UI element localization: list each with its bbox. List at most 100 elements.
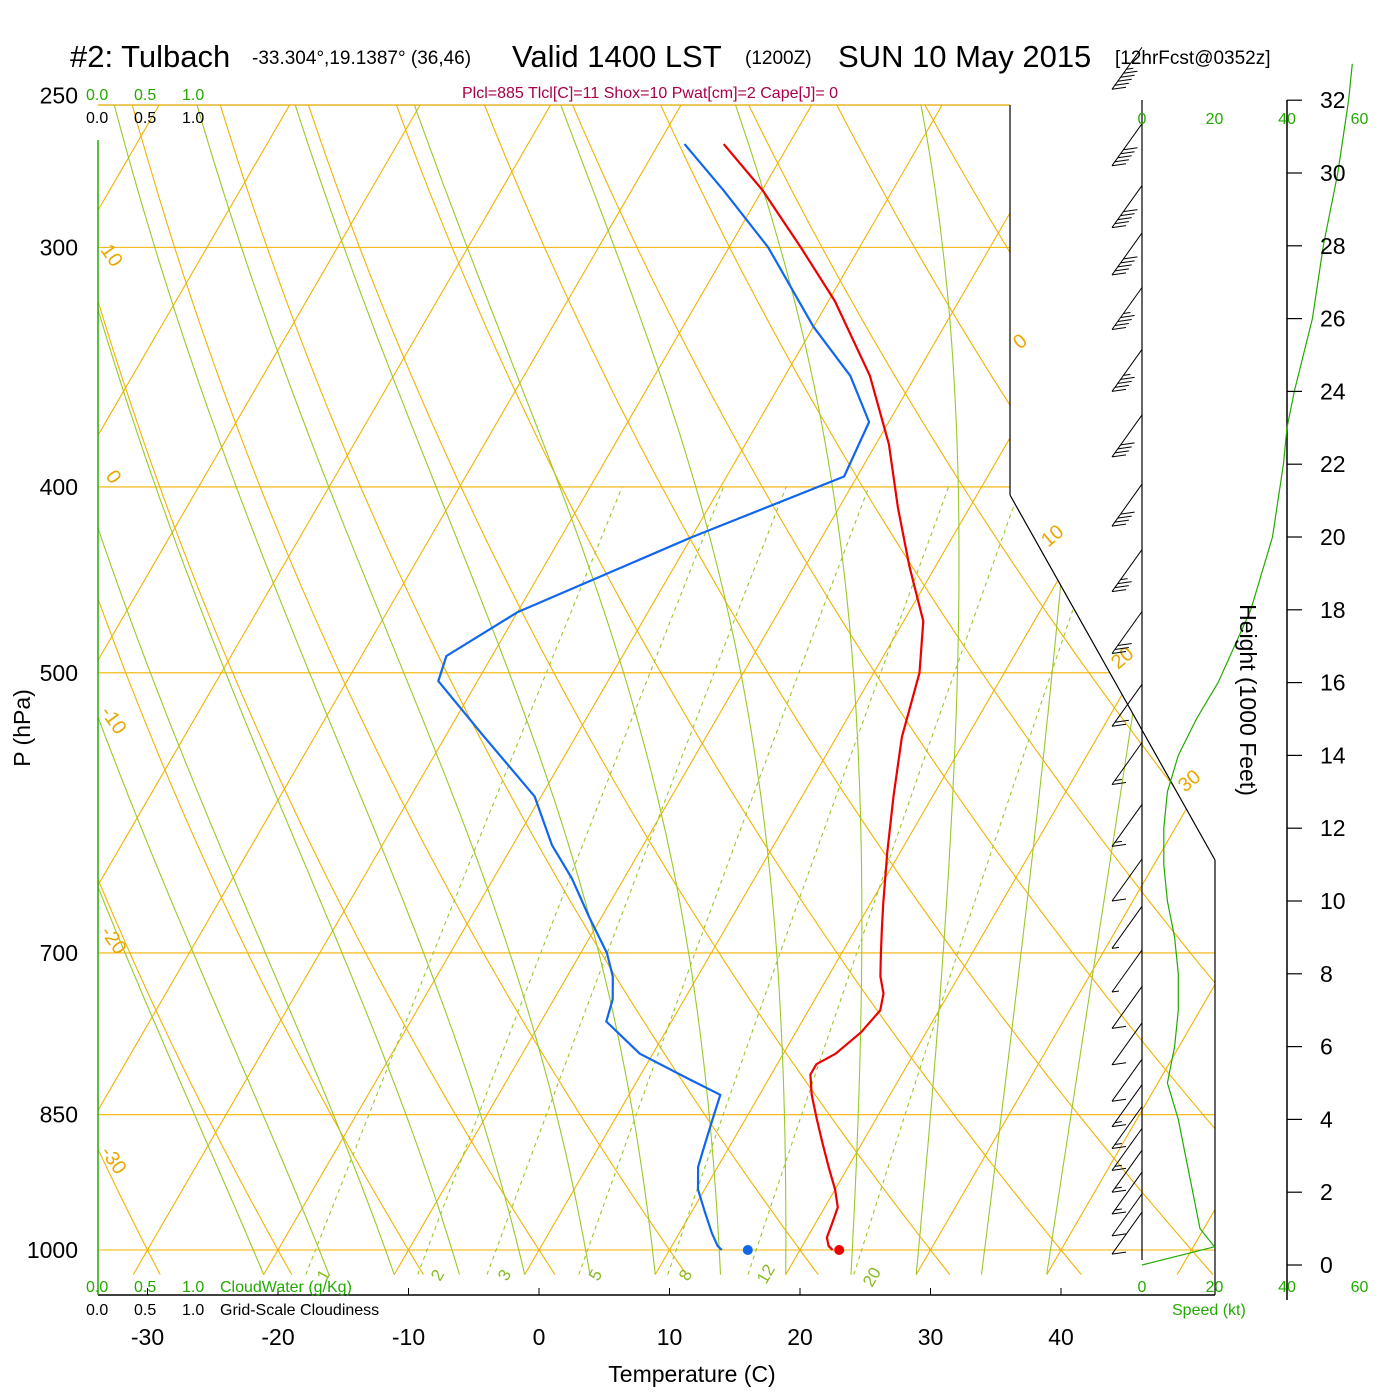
wind-barb — [1111, 949, 1143, 993]
moist-adiabat-line — [188, 105, 591, 1275]
speed-tick-label: 40 — [1278, 1279, 1296, 1296]
height-tick-label: 2 — [1320, 1179, 1333, 1205]
wind-barbs — [1111, 46, 1143, 1255]
wind-barb-feather — [1120, 151, 1135, 155]
cloudwater-tick: 0.5 — [134, 1279, 156, 1296]
dry-adiabat-line — [480, 105, 1214, 1275]
height-tick-label: 0 — [1320, 1252, 1333, 1278]
mixing-ratio-labels: 1 2 3 5 8 12 20 — [313, 1261, 885, 1290]
wind-barb-feather — [1111, 327, 1127, 331]
speed-tick-label: 0 — [1138, 1279, 1147, 1296]
isotherm-label: -10 — [96, 702, 131, 738]
wind-barb-staff — [1111, 185, 1143, 228]
wind-barb-half-feather — [1114, 1143, 1122, 1146]
isotherm-label-right: 0 — [1009, 330, 1032, 354]
dry-adiabat-line — [655, 105, 1215, 1275]
sounding-lines — [437, 143, 925, 1255]
temperature-tick-label: 0 — [533, 1324, 546, 1350]
wind-barb-half-feather — [1123, 373, 1131, 376]
isotherm-line — [654, 105, 1215, 1275]
wind-barb-feather — [1117, 515, 1132, 519]
isotherm-line — [915, 105, 1215, 1275]
forecast-info: [12hrFcst@0352z] — [1115, 48, 1271, 69]
wind-barb-staff — [1111, 483, 1143, 527]
cloudiness-tick: 0.5 — [134, 110, 156, 127]
speed-axis-label: Speed (kt) — [1172, 1302, 1246, 1319]
wind-barb — [1111, 683, 1143, 727]
wind-barb-staff — [1111, 1128, 1143, 1171]
wind-barb-staff — [1111, 1193, 1143, 1237]
wind-barb-feather — [1111, 454, 1127, 458]
wind-barb-half-feather — [1114, 1208, 1122, 1211]
moist-adiabat-line — [550, 105, 787, 1275]
station-coords: -33.304°,19.1387° (36,46) — [252, 48, 471, 69]
dry-adiabat-line — [743, 105, 1215, 1275]
wind-barb-staff — [1111, 1084, 1143, 1127]
wind-barb-feather — [1117, 446, 1132, 450]
temperature-axis-label: Temperature (C) — [608, 1361, 775, 1387]
cloudwater-tick: 1.0 — [182, 87, 204, 104]
temperature-profile-line — [722, 143, 925, 1251]
temperature-tick-label: -30 — [131, 1324, 164, 1350]
wind-barb-feather — [1117, 380, 1132, 384]
cloudwater-label: CloudWater (g/Kg) — [220, 1279, 352, 1296]
wind-barb — [1111, 611, 1143, 654]
wind-barb-feather — [1111, 1025, 1127, 1029]
mixing-ratio-label: 5 — [585, 1266, 606, 1284]
wind-barb-staff — [1111, 1106, 1143, 1149]
wind-barb-feather — [1117, 581, 1132, 585]
pressure-tick-label: 500 — [40, 660, 78, 686]
speed-tick-label: 20 — [1206, 111, 1224, 128]
wind-barb-staff — [1111, 906, 1143, 949]
wind-barb — [1111, 232, 1143, 276]
temperature-axis: -30 -20 -10 0 10 20 30 40 — [131, 1288, 1074, 1350]
wind-barb — [1111, 1171, 1143, 1215]
speed-tick-label: 20 — [1206, 1279, 1224, 1296]
wind-barb-feather — [1114, 268, 1129, 272]
wind-barb-staff — [1111, 1058, 1143, 1102]
plot-frame — [97, 104, 1216, 1296]
wind-barb-staff — [1111, 986, 1143, 1029]
wind-barb — [1111, 804, 1143, 847]
wind-barb-feather — [1117, 155, 1132, 159]
cloud-scale-bottom: 0.0 0.5 1.0 CloudWater (g/Kg) 0.0 0.5 1.… — [86, 1279, 379, 1319]
moist-adiabat-line — [98, 105, 265, 1275]
wind-barb-staff — [1111, 1171, 1143, 1215]
dry-adiabat-line — [98, 105, 556, 1275]
isotherm-label-right: 10 — [1037, 521, 1068, 552]
mixing-ratio-label: 12 — [753, 1261, 779, 1287]
wind-barb-feather — [1111, 843, 1127, 847]
wind-barb-feather — [1111, 225, 1127, 229]
pressure-tick-label: 700 — [40, 940, 78, 966]
cloudiness-tick: 1.0 — [182, 1302, 204, 1319]
temperature-tick-label: -20 — [261, 1324, 294, 1350]
wind-barb-feather — [1114, 221, 1129, 225]
speed-axis-top: 0 20 40 60 — [1138, 111, 1369, 128]
mixing-ratio-label: 3 — [494, 1266, 515, 1284]
moist-adiabat-line — [286, 105, 656, 1275]
dry-adiabat-line — [98, 105, 161, 1275]
moist-adiabat-line — [725, 105, 863, 1275]
wind-barb-staff — [1111, 742, 1143, 785]
wind-barb-feather — [1111, 723, 1127, 727]
wind-barb — [1111, 742, 1143, 786]
wind-barb-staff — [1111, 1211, 1143, 1255]
isotherm-label-right: 30 — [1174, 766, 1205, 797]
wind-barb-feather — [1111, 1146, 1127, 1150]
wind-barb — [1111, 483, 1143, 527]
isotherm-line — [263, 105, 949, 1275]
wind-barb-feather — [1117, 217, 1132, 221]
wind-barb-staff — [1111, 858, 1143, 902]
temperature-tick-label: 40 — [1048, 1324, 1074, 1350]
wind-barb — [1111, 858, 1143, 902]
mixing-ratio-label: 8 — [675, 1266, 696, 1284]
mixing-ratio-line — [667, 486, 950, 1275]
wind-barb-feather — [1111, 898, 1127, 902]
wind-barb-feather — [1111, 782, 1127, 786]
wind-barb-feather — [1111, 650, 1127, 654]
speed-tick-label: 0 — [1138, 111, 1147, 128]
wind-barb-feather — [1111, 1233, 1127, 1237]
cloudwater-tick: 1.0 — [182, 1279, 204, 1296]
